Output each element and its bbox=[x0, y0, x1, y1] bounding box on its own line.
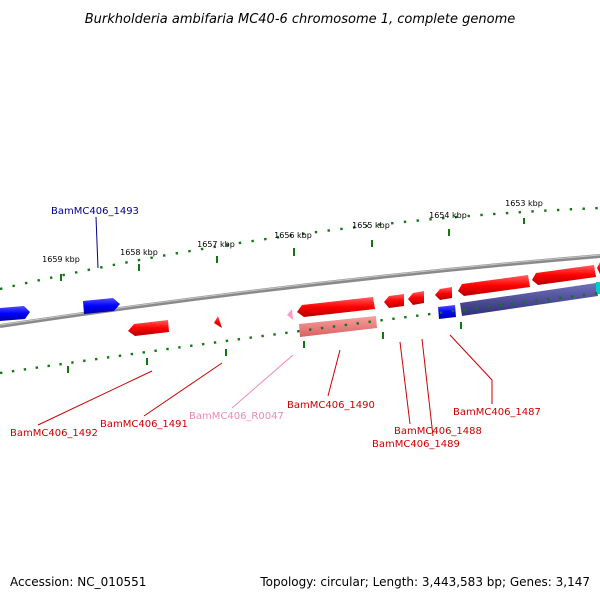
gene-label-bammc406-r0047[interactable]: BamMC406_R0047 bbox=[189, 411, 284, 422]
upper-scale-track bbox=[0, 206, 600, 291]
tick-label-1653: 1653 kbp bbox=[505, 199, 543, 208]
genome-summary-text: Topology: circular; Length: 3,443,583 bp… bbox=[259, 575, 590, 589]
leader-bammc406-r0047 bbox=[231, 354, 294, 409]
gene-label-bammc406-1487[interactable]: BamMC406_1487 bbox=[453, 407, 541, 418]
lower-row-features bbox=[128, 282, 600, 337]
gene-arrow-left-edge[interactable] bbox=[0, 306, 30, 321]
gene-arrow-lower-blue[interactable] bbox=[438, 305, 456, 319]
chromosome-backbone bbox=[0, 254, 600, 328]
reverse-strand-genes bbox=[0, 298, 120, 321]
leader-bammc406-1487 bbox=[449, 334, 493, 404]
upper-scale-ticks bbox=[60, 218, 525, 281]
gene-arrow-bammc406-1492[interactable] bbox=[128, 320, 169, 336]
tick-label-1657: 1657 kbp bbox=[197, 240, 235, 249]
gene-arrow-bammc406-1487-upper[interactable] bbox=[435, 287, 452, 300]
gene-cyan-edge[interactable] bbox=[596, 282, 600, 294]
leader-bammc406-1489 bbox=[421, 338, 434, 437]
gene-label-bammc406-1493[interactable]: BamMC406_1493 bbox=[51, 206, 139, 217]
gene-arrow-bammc406-r0047[interactable] bbox=[287, 309, 293, 320]
gene-label-bammc406-1491[interactable]: BamMC406_1491 bbox=[100, 419, 188, 430]
gene-label-bammc406-1492[interactable]: BamMC406_1492 bbox=[10, 428, 98, 439]
gene-arrow-bammc406-1490-upper[interactable] bbox=[297, 297, 375, 317]
gene-hypothetical-lower[interactable] bbox=[460, 283, 598, 316]
tick-label-1654: 1654 kbp bbox=[429, 211, 467, 220]
gene-label-bammc406-1488[interactable]: BamMC406_1488 bbox=[394, 426, 482, 437]
gene-labels: BamMC406_1493 BamMC406_1492 BamMC406_149… bbox=[10, 206, 541, 450]
upper-scale-labels: 1659 kbp 1658 kbp 1657 kbp 1656 kbp 1655… bbox=[42, 199, 543, 264]
forward-strand-genes-upper bbox=[297, 262, 600, 317]
map-title: Burkholderia ambifaria MC40-6 chromosome… bbox=[85, 12, 515, 27]
gene-arrow-bammc406-1488-upper[interactable] bbox=[408, 291, 424, 305]
leader-bammc406-1492 bbox=[37, 370, 153, 426]
lower-scale-dots bbox=[0, 291, 600, 375]
tick-label-1659: 1659 kbp bbox=[42, 255, 80, 264]
gene-arrow-bammc406-1491[interactable] bbox=[214, 316, 222, 328]
gene-arrow-upper-edge[interactable] bbox=[597, 262, 600, 274]
gene-arrow-upper-long-2[interactable] bbox=[532, 265, 596, 285]
gene-label-bammc406-1490[interactable]: BamMC406_1490 bbox=[287, 400, 375, 411]
tick-label-1658: 1658 kbp bbox=[120, 248, 158, 257]
leader-bammc406-1491 bbox=[143, 362, 223, 417]
leader-bammc406-1488 bbox=[399, 341, 411, 425]
gene-arrow-bammc406-1489-upper[interactable] bbox=[384, 294, 404, 308]
upper-scale-dots bbox=[0, 206, 600, 291]
tick-label-1655: 1655 kbp bbox=[352, 221, 390, 230]
leader-bammc406-1490 bbox=[327, 349, 341, 397]
leader-lines bbox=[37, 216, 493, 437]
gene-label-bammc406-1489[interactable]: BamMC406_1489 bbox=[372, 439, 460, 450]
lower-scale-ticks bbox=[67, 322, 462, 373]
leader-bammc406-1493 bbox=[95, 216, 99, 269]
gene-arrow-upper-long-1[interactable] bbox=[458, 275, 530, 296]
gene-arrow-bammc406-1493[interactable] bbox=[83, 298, 120, 314]
tick-label-1656: 1656 kbp bbox=[274, 231, 312, 240]
accession-text: Accession: NC_010551 bbox=[10, 575, 146, 589]
gene-bammc406-1490-lower[interactable] bbox=[299, 316, 377, 337]
